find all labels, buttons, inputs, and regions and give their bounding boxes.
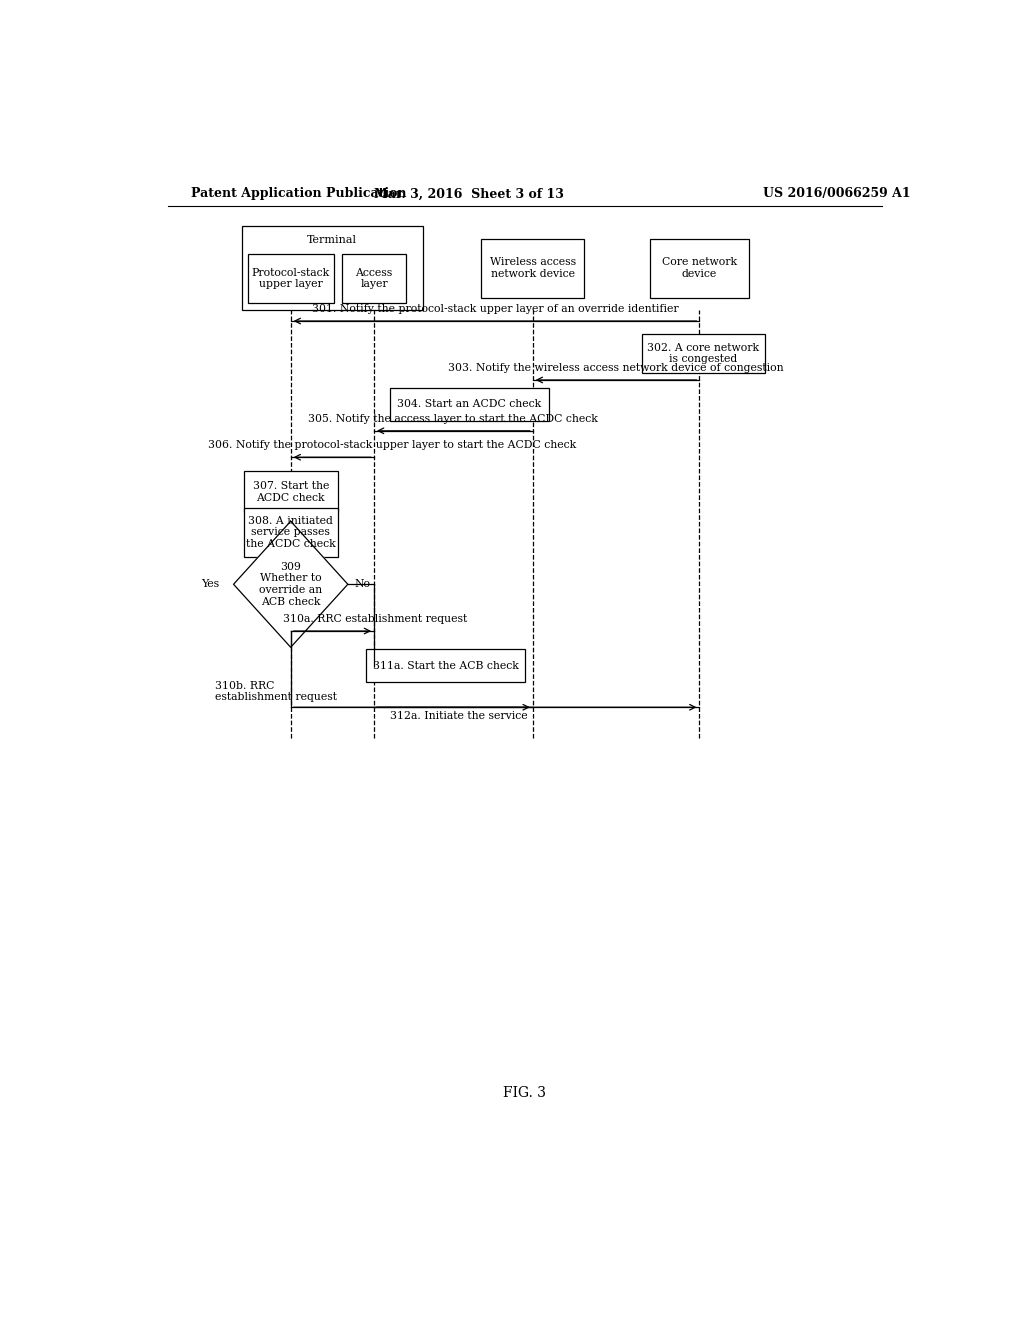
Text: Patent Application Publication: Patent Application Publication — [191, 187, 407, 201]
FancyBboxPatch shape — [367, 649, 524, 682]
FancyBboxPatch shape — [650, 239, 749, 297]
Text: FIG. 3: FIG. 3 — [504, 1086, 546, 1101]
Text: 308. A initiated
service passes
the ACDC check: 308. A initiated service passes the ACDC… — [246, 516, 336, 549]
Text: 310b. RRC
establishment request: 310b. RRC establishment request — [215, 681, 337, 702]
FancyBboxPatch shape — [481, 239, 585, 297]
Text: Wireless access
network device: Wireless access network device — [489, 257, 575, 279]
Text: 305. Notify the access layer to start the ACDC check: 305. Notify the access layer to start th… — [308, 413, 598, 424]
FancyBboxPatch shape — [390, 388, 549, 421]
Text: 307. Start the
ACDC check: 307. Start the ACDC check — [253, 480, 329, 503]
Text: 301. Notify the protocol-stack upper layer of an override identifier: 301. Notify the protocol-stack upper lay… — [311, 304, 678, 314]
FancyBboxPatch shape — [248, 253, 334, 302]
Polygon shape — [233, 521, 348, 647]
FancyBboxPatch shape — [244, 471, 338, 512]
Text: 310a. RRC establishment request: 310a. RRC establishment request — [283, 614, 467, 624]
Text: Yes: Yes — [201, 579, 219, 589]
Text: 309
Whether to
override an
ACB check: 309 Whether to override an ACB check — [259, 562, 323, 607]
Text: Access
layer: Access layer — [355, 268, 392, 289]
Text: 312a. Initiate the service: 312a. Initiate the service — [390, 711, 527, 721]
Text: Terminal: Terminal — [307, 235, 357, 244]
Text: 302. A core network
is congested: 302. A core network is congested — [647, 343, 760, 364]
Text: Core network
device: Core network device — [662, 257, 737, 279]
Text: Mar. 3, 2016  Sheet 3 of 13: Mar. 3, 2016 Sheet 3 of 13 — [375, 187, 564, 201]
Text: 304. Start an ACDC check: 304. Start an ACDC check — [397, 400, 542, 409]
Text: 306. Notify the protocol-stack upper layer to start the ACDC check: 306. Notify the protocol-stack upper lay… — [208, 440, 575, 450]
FancyBboxPatch shape — [642, 334, 765, 372]
Text: Protocol-stack
upper layer: Protocol-stack upper layer — [252, 268, 330, 289]
FancyBboxPatch shape — [244, 508, 338, 557]
FancyBboxPatch shape — [342, 253, 406, 302]
Text: No: No — [354, 579, 371, 589]
Text: US 2016/0066259 A1: US 2016/0066259 A1 — [763, 187, 910, 201]
Text: 311a. Start the ACB check: 311a. Start the ACB check — [373, 660, 518, 671]
FancyBboxPatch shape — [242, 227, 423, 310]
Text: 303. Notify the wireless access network device of congestion: 303. Notify the wireless access network … — [449, 363, 784, 372]
